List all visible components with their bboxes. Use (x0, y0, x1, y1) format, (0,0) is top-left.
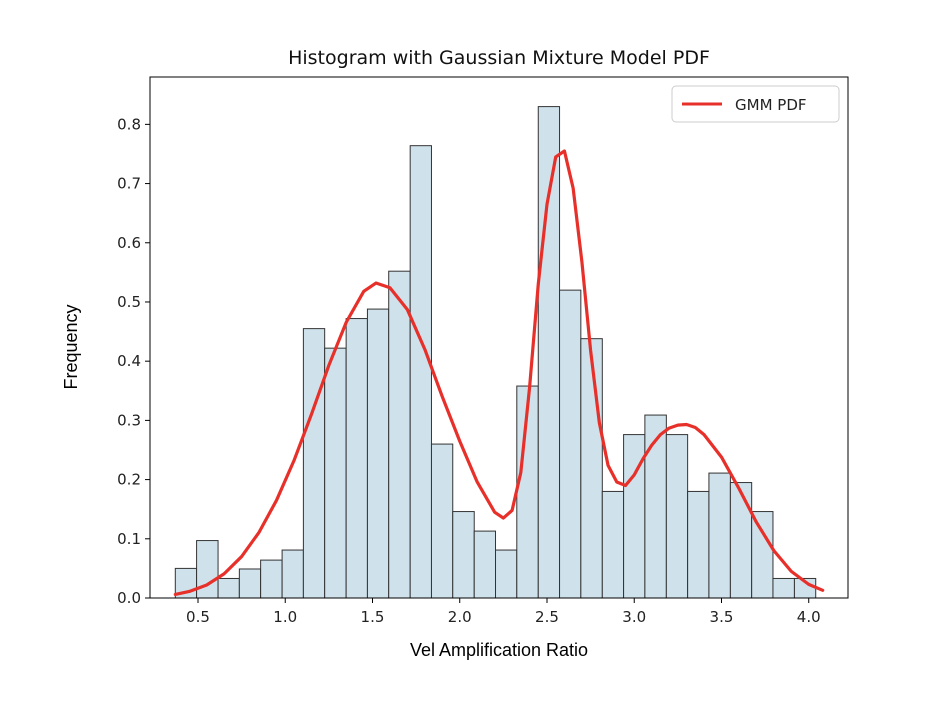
histogram-bar (345, 318, 368, 599)
histogram-bar (687, 490, 710, 599)
histogram-bar (708, 472, 731, 599)
histogram-bar (196, 540, 219, 599)
x-tick-label: 0.5 (186, 608, 210, 626)
x-tick-label: 3.5 (710, 608, 734, 626)
histogram-bar (281, 549, 304, 599)
y-tick-label: 0.1 (117, 530, 141, 548)
histogram-bar (217, 577, 240, 599)
chart-title: Histogram with Gaussian Mixture Model PD… (288, 47, 710, 69)
histogram-bar (452, 511, 475, 599)
histogram-bar (430, 443, 454, 599)
x-tick-label: 3.0 (622, 608, 646, 626)
histogram-bar (366, 308, 390, 599)
y-tick-label: 0.7 (117, 175, 141, 193)
y-tick-label: 0.5 (117, 293, 141, 311)
histogram-bar (729, 482, 753, 599)
y-tick-label: 0.8 (117, 115, 141, 133)
legend-gmm-pdf-label: GMM PDF (735, 96, 807, 114)
histogram-bar (495, 549, 518, 599)
x-tick-label: 2.0 (448, 608, 472, 626)
y-tick-label: 0.3 (117, 411, 141, 429)
plot-area (149, 76, 849, 599)
gmm-pdf-line (173, 149, 825, 597)
histogram-bar (302, 328, 326, 599)
x-axis: 0.5 1.0 1.5 2.0 2.5 3.0 3.5 4.0 (186, 598, 821, 626)
x-tick-label: 1.0 (273, 608, 297, 626)
histogram-bar (580, 338, 603, 599)
histogram-bar (772, 577, 795, 599)
x-tick-label: 1.5 (361, 608, 385, 626)
histogram-bar (665, 434, 689, 599)
histogram-bar (238, 568, 262, 599)
x-tick-label: 2.5 (535, 608, 559, 626)
y-tick-label: 0.0 (117, 589, 141, 607)
pdf-layer (173, 149, 825, 597)
histogram-bar (473, 530, 497, 599)
histogram-bar (559, 289, 582, 599)
y-axis-label: Frequency (61, 304, 81, 389)
x-tick-label: 4.0 (797, 608, 821, 626)
y-tick-label: 0.2 (117, 471, 141, 489)
y-tick-label: 0.6 (117, 234, 141, 252)
histogram-bar (751, 511, 774, 599)
histogram-bar (324, 347, 347, 599)
legend: GMM PDF (671, 85, 840, 123)
histogram-bar (260, 559, 283, 599)
histogram-bar (601, 490, 625, 599)
x-axis-label: Vel Amplification Ratio (410, 640, 588, 660)
plot-frame (149, 76, 849, 599)
histogram-bar (537, 106, 561, 599)
histogram-bar (388, 270, 411, 599)
y-axis: 0.0 0.1 0.2 0.3 0.4 0.5 0.6 0.7 0.8 (117, 115, 150, 607)
histogram-bar (409, 145, 432, 599)
y-tick-label: 0.4 (117, 352, 141, 370)
legend-box (671, 85, 840, 123)
